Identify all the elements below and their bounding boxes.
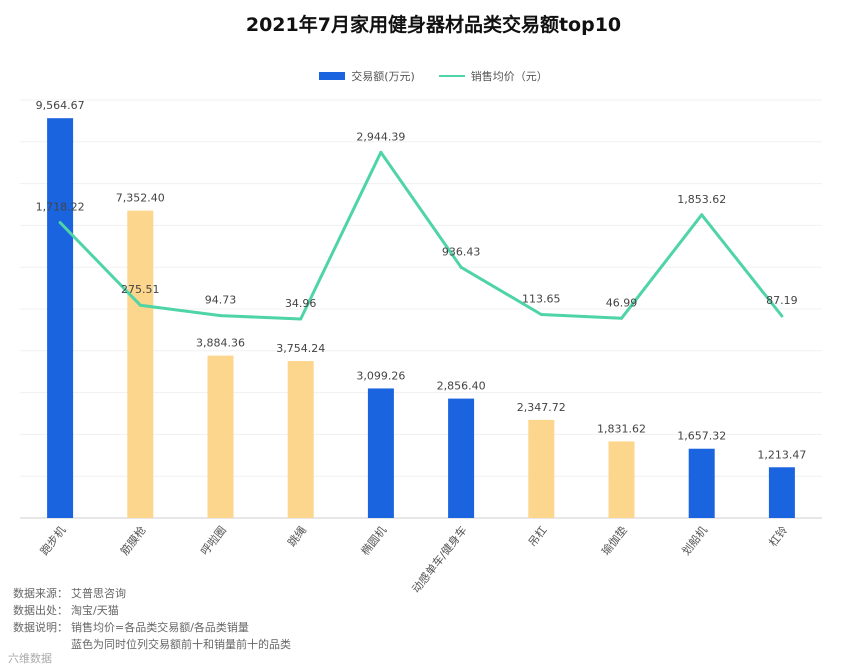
note-color-meaning: 蓝色为同时位列交易额前十和销量前十的品类 <box>13 636 291 653</box>
bar <box>47 118 74 519</box>
bar-value-label: 2,347.72 <box>517 401 566 414</box>
price-value-label: 1,718.22 <box>36 201 85 214</box>
bar <box>768 467 795 518</box>
note-key: 数据来源： <box>13 587 68 600</box>
bar-value-label: 1,657.32 <box>677 430 726 443</box>
bar <box>688 448 715 518</box>
bar <box>528 419 555 518</box>
note-value: 艾普思咨询 <box>71 587 126 600</box>
legend-item-line[interactable]: 销售均价（元） <box>438 68 548 84</box>
bar-value-label: 3,099.26 <box>356 369 405 382</box>
x-tick-label: 吊杠 <box>526 524 550 549</box>
note-explanation: 数据说明： 销售均价=各品类交易额/各品类销量 <box>13 619 291 636</box>
bar <box>287 361 314 518</box>
bar-value-label: 1,831.62 <box>597 422 646 435</box>
price-value-label: 34.96 <box>285 297 317 310</box>
note-source: 数据来源： 艾普思咨询 <box>13 585 291 602</box>
x-tick-label: 划船机 <box>679 523 710 558</box>
price-value-label: 113.65 <box>522 292 561 305</box>
price-value-label: 46.99 <box>606 296 638 309</box>
x-tick-label: 跑步机 <box>37 523 68 558</box>
legend-label-line: 销售均价（元） <box>470 70 548 83</box>
x-tick-label: 瑜伽垫 <box>599 523 630 558</box>
note-value: 蓝色为同时位列交易额前十和销量前十的品类 <box>71 638 291 651</box>
price-point <box>780 314 784 318</box>
note-key: 数据说明： <box>13 621 68 634</box>
bar-value-label: 9,564.67 <box>36 99 85 112</box>
price-point <box>620 316 623 320</box>
price-point <box>539 312 543 316</box>
bar-value-label: 3,884.36 <box>196 337 245 350</box>
x-tick-label: 动感单车/健身车 <box>409 523 470 595</box>
x-tick-label: 椭圆机 <box>358 523 389 558</box>
legend: 交易额(万元) 销售均价（元） <box>0 68 867 84</box>
price-line <box>59 150 784 321</box>
price-value-label: 936.43 <box>442 245 481 258</box>
price-point <box>138 303 142 307</box>
price-value-label: 94.73 <box>205 294 237 307</box>
note-origin: 数据出处： 淘宝/天猫 <box>13 602 291 619</box>
price-point <box>379 150 383 154</box>
notes: 数据来源： 艾普思咨询 数据出处： 淘宝/天猫 数据说明： 销售均价=各品类交易额/各… <box>13 585 291 653</box>
note-key: 数据出处： <box>13 604 68 617</box>
x-tick-label: 杠铃 <box>766 523 791 549</box>
bar <box>207 355 234 518</box>
price-value-label: 1,853.62 <box>677 193 726 206</box>
bar-value-label: 1,213.47 <box>757 448 806 461</box>
bar-value-label: 2,856.40 <box>437 380 486 393</box>
legend-item-bar[interactable]: 交易额(万元) <box>319 68 415 84</box>
chart-title: 2021年7月家用健身器材品类交易额top10 <box>245 14 622 36</box>
bar <box>367 388 394 518</box>
bar <box>127 210 154 518</box>
legend-swatch-line <box>438 75 465 77</box>
note-value: 淘宝/天猫 <box>71 604 119 617</box>
legend-label-bar: 交易额(万元) <box>351 70 415 83</box>
note-value: 销售均价=各品类交易额/各品类销量 <box>71 621 249 634</box>
price-point <box>219 314 222 318</box>
price-value-label: 2,944.39 <box>356 130 405 143</box>
price-point <box>700 213 704 217</box>
x-tick-label: 筋膜枪 <box>117 523 148 558</box>
bar <box>608 441 635 518</box>
price-value-label: 275.51 <box>121 283 160 296</box>
bar-value-label: 7,352.40 <box>116 192 165 205</box>
bar-value-label: 3,754.24 <box>276 342 325 355</box>
legend-swatch-bar <box>319 72 346 80</box>
x-tick-label: 跳绳 <box>284 523 309 549</box>
price-point <box>299 317 303 321</box>
x-tick-label: 呼啦圈 <box>198 523 229 558</box>
bar <box>448 398 475 518</box>
brand-watermark: 六维数据 <box>8 652 52 665</box>
price-point <box>459 265 463 269</box>
price-point <box>58 221 62 225</box>
price-value-label: 87.19 <box>766 294 798 307</box>
